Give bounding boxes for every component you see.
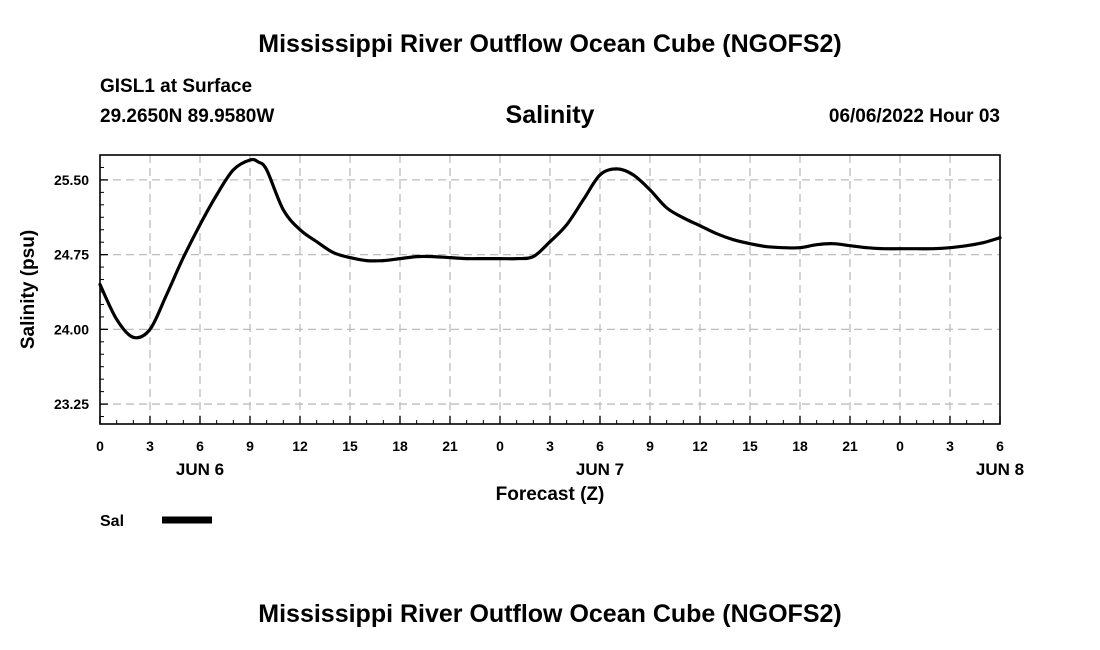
x-tick-label: 15 xyxy=(342,438,358,454)
series-line-sal xyxy=(98,157,1002,340)
y-tick-label: 25.50 xyxy=(54,172,89,188)
x-tick-label: 3 xyxy=(146,438,154,454)
y-tick-label: 24.75 xyxy=(54,247,89,263)
y-tick-label: 23.25 xyxy=(54,396,89,412)
x-tick-label: 9 xyxy=(246,438,254,454)
y-tick-label: 24.00 xyxy=(54,321,89,337)
x-tick-label: 21 xyxy=(842,438,858,454)
station-label: GISL1 at Surface xyxy=(100,76,253,97)
x-tick-label: 18 xyxy=(792,438,808,454)
chart-subtitle: Salinity xyxy=(505,101,595,129)
x-tick-label: 9 xyxy=(646,438,654,454)
x-tick-label: 0 xyxy=(896,438,904,454)
x-tick-label: 15 xyxy=(742,438,758,454)
x-tick-label: 12 xyxy=(692,438,708,454)
station-coordinates: 29.2650N 89.9580W xyxy=(100,106,275,127)
plot-frame xyxy=(99,154,1001,425)
forecast-datetime: 06/06/2022 Hour 03 xyxy=(828,106,1000,127)
x-tick-label: 0 xyxy=(496,438,504,454)
x-tick-label: 12 xyxy=(292,438,308,454)
date-label: JUN 8 xyxy=(976,460,1024,479)
y-axis-label: Salinity (psu) xyxy=(18,230,39,349)
date-label: JUN 7 xyxy=(576,460,624,479)
x-tick-label: 21 xyxy=(442,438,458,454)
x-tick-label: 6 xyxy=(196,438,204,454)
x-axis-label: Forecast (Z) xyxy=(496,484,605,505)
x-tick-label: 3 xyxy=(946,438,954,454)
x-tick-label: 6 xyxy=(996,438,1004,454)
chart-main-title: Mississippi River Outflow Ocean Cube (NG… xyxy=(258,30,842,58)
x-tick-label: 6 xyxy=(596,438,604,454)
legend-label: Sal xyxy=(100,513,124,530)
x-tick-label: 0 xyxy=(96,438,104,454)
x-tick-label: 3 xyxy=(546,438,554,454)
x-tick-label: 18 xyxy=(392,438,408,454)
date-label: JUN 6 xyxy=(176,460,224,479)
footer-title: Mississippi River Outflow Ocean Cube (NG… xyxy=(258,600,842,628)
